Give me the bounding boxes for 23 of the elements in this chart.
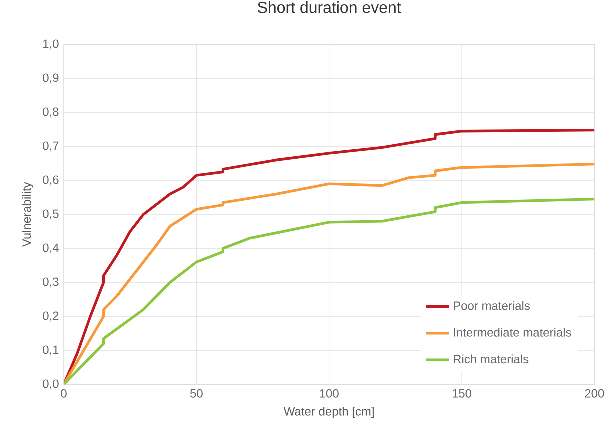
y-tick-label: 0,4 (43, 244, 59, 254)
legend-label: Poor materials (454, 301, 530, 310)
y-tick-label: 0,5 (43, 210, 59, 220)
x-tick-label: 100 (320, 389, 339, 398)
y-tick-label: 1,0 (44, 40, 59, 50)
y-tick-label: 0,7 (43, 142, 59, 152)
x-axis-title: Water depth [cm] (284, 407, 374, 418)
legend-label: Intermediate materials (454, 328, 572, 337)
y-axis-title: Vulnerability (22, 182, 34, 248)
legend-label: Rich materials (454, 354, 529, 364)
y-tick-label: 0,3 (43, 278, 59, 288)
y-tick-label: 0,2 (43, 312, 59, 322)
line-series (64, 198, 595, 385)
x-tick-label: 150 (452, 389, 472, 398)
chart-title: Short duration event (258, 2, 402, 14)
y-tick-label: 0,6 (43, 176, 59, 186)
y-tick-label: 0,0 (43, 380, 59, 390)
y-tick-label: 0,9 (43, 74, 59, 84)
y-tick-label: 0,1 (43, 346, 59, 356)
y-tick-label: 0,8 (43, 108, 59, 118)
x-tick-label: 200 (585, 389, 604, 398)
x-tick-label: 50 (190, 389, 203, 398)
x-tick-label: 0 (61, 389, 67, 398)
